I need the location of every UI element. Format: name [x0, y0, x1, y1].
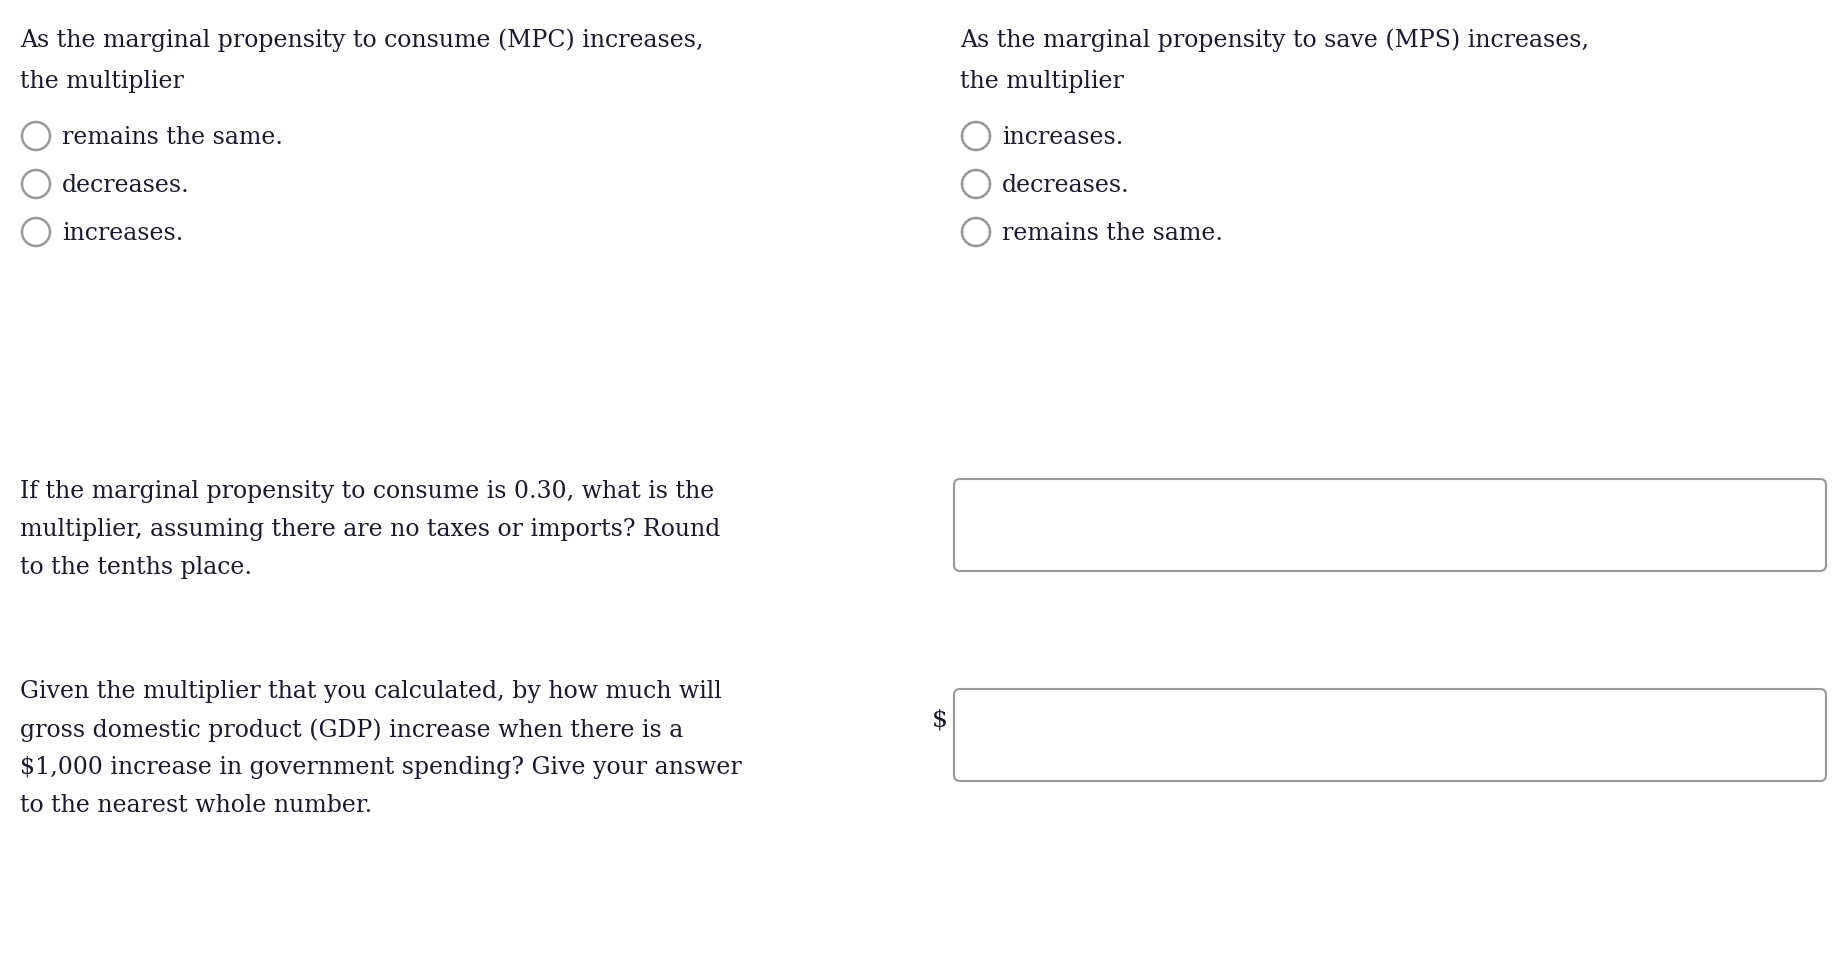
- Text: As the marginal propensity to save (MPS) increases,: As the marginal propensity to save (MPS)…: [959, 28, 1589, 51]
- FancyBboxPatch shape: [954, 689, 1826, 781]
- Text: decreases.: decreases.: [63, 174, 190, 197]
- Text: remains the same.: remains the same.: [63, 126, 283, 149]
- Text: the multiplier: the multiplier: [20, 70, 183, 93]
- Text: multiplier, assuming there are no taxes or imports? Round: multiplier, assuming there are no taxes …: [20, 518, 721, 541]
- Text: Given the multiplier that you calculated, by how much will: Given the multiplier that you calculated…: [20, 680, 723, 703]
- Text: to the tenths place.: to the tenths place.: [20, 556, 251, 579]
- Text: decreases.: decreases.: [1002, 174, 1129, 197]
- Text: increases.: increases.: [1002, 126, 1124, 149]
- Text: to the nearest whole number.: to the nearest whole number.: [20, 794, 371, 817]
- Text: As the marginal propensity to consume (MPC) increases,: As the marginal propensity to consume (M…: [20, 28, 704, 51]
- Text: gross domestic product (GDP) increase when there is a: gross domestic product (GDP) increase wh…: [20, 718, 684, 741]
- Text: increases.: increases.: [63, 222, 183, 245]
- Text: $1,000 increase in government spending? Give your answer: $1,000 increase in government spending? …: [20, 756, 741, 779]
- Text: $: $: [931, 708, 948, 731]
- Text: If the marginal propensity to consume is 0.30, what is the: If the marginal propensity to consume is…: [20, 480, 713, 503]
- Text: the multiplier: the multiplier: [959, 70, 1124, 93]
- FancyBboxPatch shape: [954, 479, 1826, 571]
- Text: remains the same.: remains the same.: [1002, 222, 1223, 245]
